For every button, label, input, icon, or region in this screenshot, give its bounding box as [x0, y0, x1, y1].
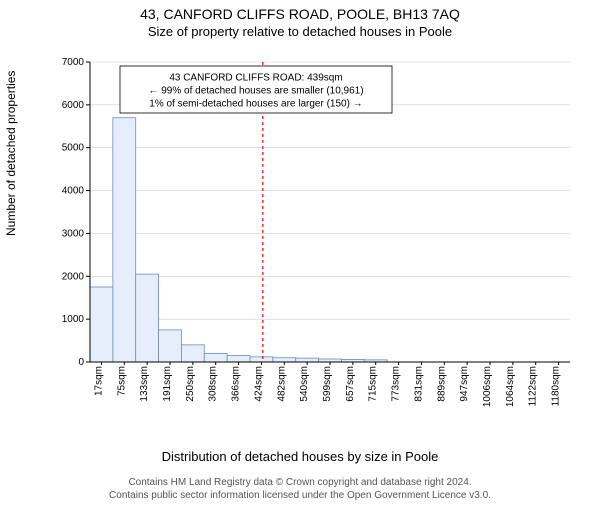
svg-text:947sqm: 947sqm: [459, 366, 470, 402]
histogram-bar: [90, 287, 113, 362]
svg-text:366sqm: 366sqm: [231, 366, 242, 402]
histogram-bar: [136, 274, 159, 362]
svg-text:17sqm: 17sqm: [93, 366, 104, 396]
svg-text:5000: 5000: [62, 143, 85, 154]
svg-text:1180sqm: 1180sqm: [551, 366, 562, 406]
svg-text:4000: 4000: [62, 186, 85, 197]
svg-text:482sqm: 482sqm: [276, 366, 287, 402]
footer-line1: Contains HM Land Registry data © Crown c…: [0, 476, 600, 489]
svg-text:424sqm: 424sqm: [253, 366, 264, 402]
footer-line2: Contains public sector information licen…: [0, 489, 600, 502]
svg-text:715sqm: 715sqm: [368, 366, 379, 402]
svg-text:7000: 7000: [62, 57, 85, 68]
annotation-text: ← 99% of detached houses are smaller (10…: [148, 85, 363, 96]
footer-attribution: Contains HM Land Registry data © Crown c…: [0, 476, 600, 502]
svg-text:773sqm: 773sqm: [391, 366, 402, 402]
svg-text:889sqm: 889sqm: [436, 366, 447, 402]
histogram-bar: [273, 358, 296, 362]
svg-text:6000: 6000: [62, 100, 85, 111]
svg-text:540sqm: 540sqm: [299, 366, 310, 402]
svg-text:133sqm: 133sqm: [139, 366, 150, 402]
svg-text:250sqm: 250sqm: [185, 366, 196, 402]
svg-text:1000: 1000: [62, 314, 85, 325]
svg-text:308sqm: 308sqm: [208, 366, 219, 402]
svg-text:0: 0: [78, 357, 84, 368]
histogram-bar: [113, 118, 136, 362]
histogram-bar: [181, 345, 204, 362]
chart-area: 0 1000 2000 3000 4000 5000 6000 7000 17sqm 75sqm 1…: [40, 52, 580, 432]
histogram-svg: 0 1000 2000 3000 4000 5000 6000 7000 17sqm 75sqm 1…: [40, 52, 580, 432]
histogram-bar: [227, 356, 250, 362]
histogram-bar: [250, 357, 273, 362]
svg-text:75sqm: 75sqm: [116, 366, 127, 396]
svg-text:2000: 2000: [62, 271, 85, 282]
svg-text:191sqm: 191sqm: [162, 366, 173, 402]
annotation-text: 1% of semi-detached houses are larger (1…: [149, 98, 362, 109]
svg-text:831sqm: 831sqm: [413, 366, 424, 402]
annotation-text: 43 CANFORD CLIFFS ROAD: 439sqm: [169, 72, 342, 83]
chart-title-sub: Size of property relative to detached ho…: [0, 24, 600, 39]
histogram-bar: [204, 353, 227, 362]
svg-text:657sqm: 657sqm: [345, 366, 356, 402]
chart-title-main: 43, CANFORD CLIFFS ROAD, POOLE, BH13 7AQ: [0, 6, 600, 22]
svg-text:1006sqm: 1006sqm: [482, 366, 493, 407]
svg-text:1122sqm: 1122sqm: [528, 366, 539, 406]
y-axis-label: Number of detached properties: [4, 71, 18, 236]
histogram-bar: [296, 358, 319, 362]
svg-text:3000: 3000: [62, 228, 85, 239]
x-axis-label: Distribution of detached houses by size …: [0, 449, 600, 464]
svg-text:599sqm: 599sqm: [322, 366, 333, 402]
svg-text:1064sqm: 1064sqm: [505, 366, 516, 407]
histogram-bar: [159, 330, 182, 362]
